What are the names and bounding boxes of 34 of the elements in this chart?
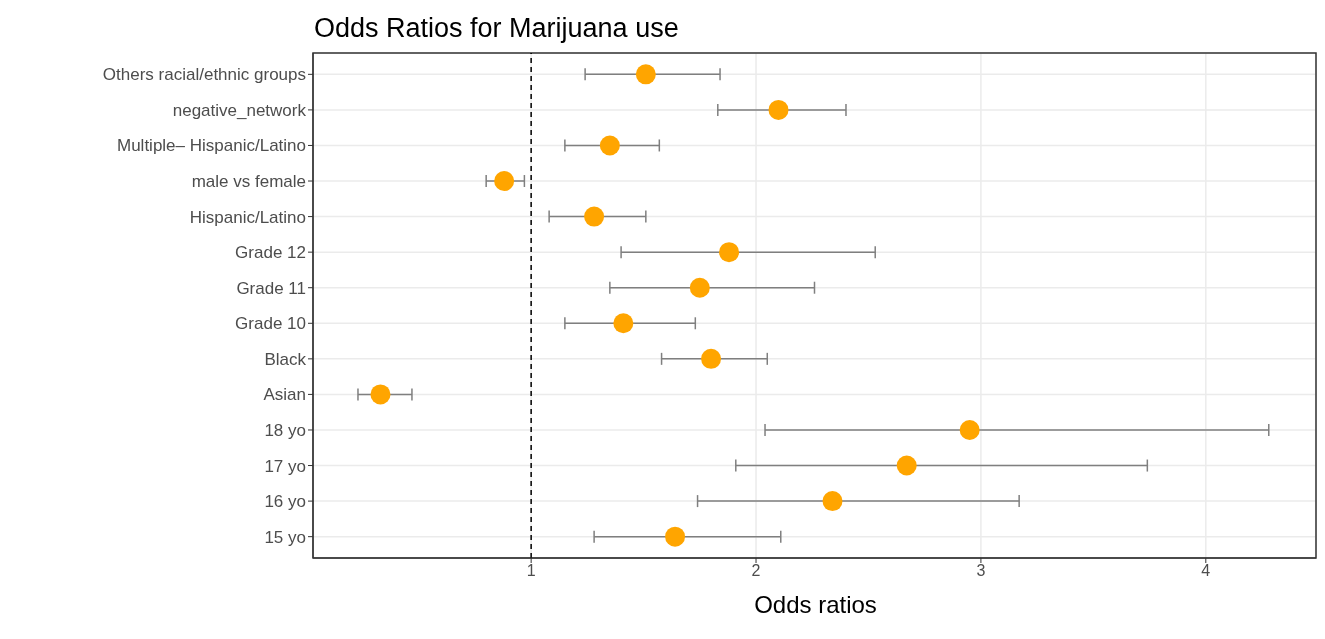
x-tick-label: 4 [1201,562,1211,580]
y-tick-label: 17 yo [264,456,306,476]
point [613,313,634,334]
y-tick-label: negative_network [172,100,307,120]
x-axis-title: Odds ratios [753,591,878,619]
point [599,135,620,156]
y-tick-label: Hispanic/Latino [189,207,306,227]
y-tick-label: Black [264,349,307,369]
y-tick-label: 18 yo [264,421,306,441]
x-tick-label: 1 [526,562,536,580]
y-tick-label: Grade 11 [236,278,306,298]
chart-title: Odds Ratios for Marijuana use [314,12,680,45]
x-tick-label: 2 [751,562,761,580]
y-tick-label: Asian [263,385,306,405]
point [719,242,740,263]
point [822,491,843,512]
y-tick-label: Grade 12 [235,243,306,263]
x-tick-label: 3 [976,562,986,580]
point [665,526,686,547]
point [494,171,515,192]
y-tick-label: 15 yo [264,527,306,547]
point [701,348,722,369]
point [370,384,391,405]
point [896,455,917,476]
y-tick-label: 16 yo [264,492,306,512]
y-tick-label: Others racial/ethnic groups [102,65,306,85]
point [768,99,789,120]
point [689,277,710,298]
y-tick-label: Multiple– Hispanic/Latino [117,136,306,156]
point [635,64,656,85]
y-tick-label: male vs female [191,172,306,192]
y-tick-label: Grade 10 [235,314,306,334]
point [584,206,605,227]
point [959,419,980,440]
